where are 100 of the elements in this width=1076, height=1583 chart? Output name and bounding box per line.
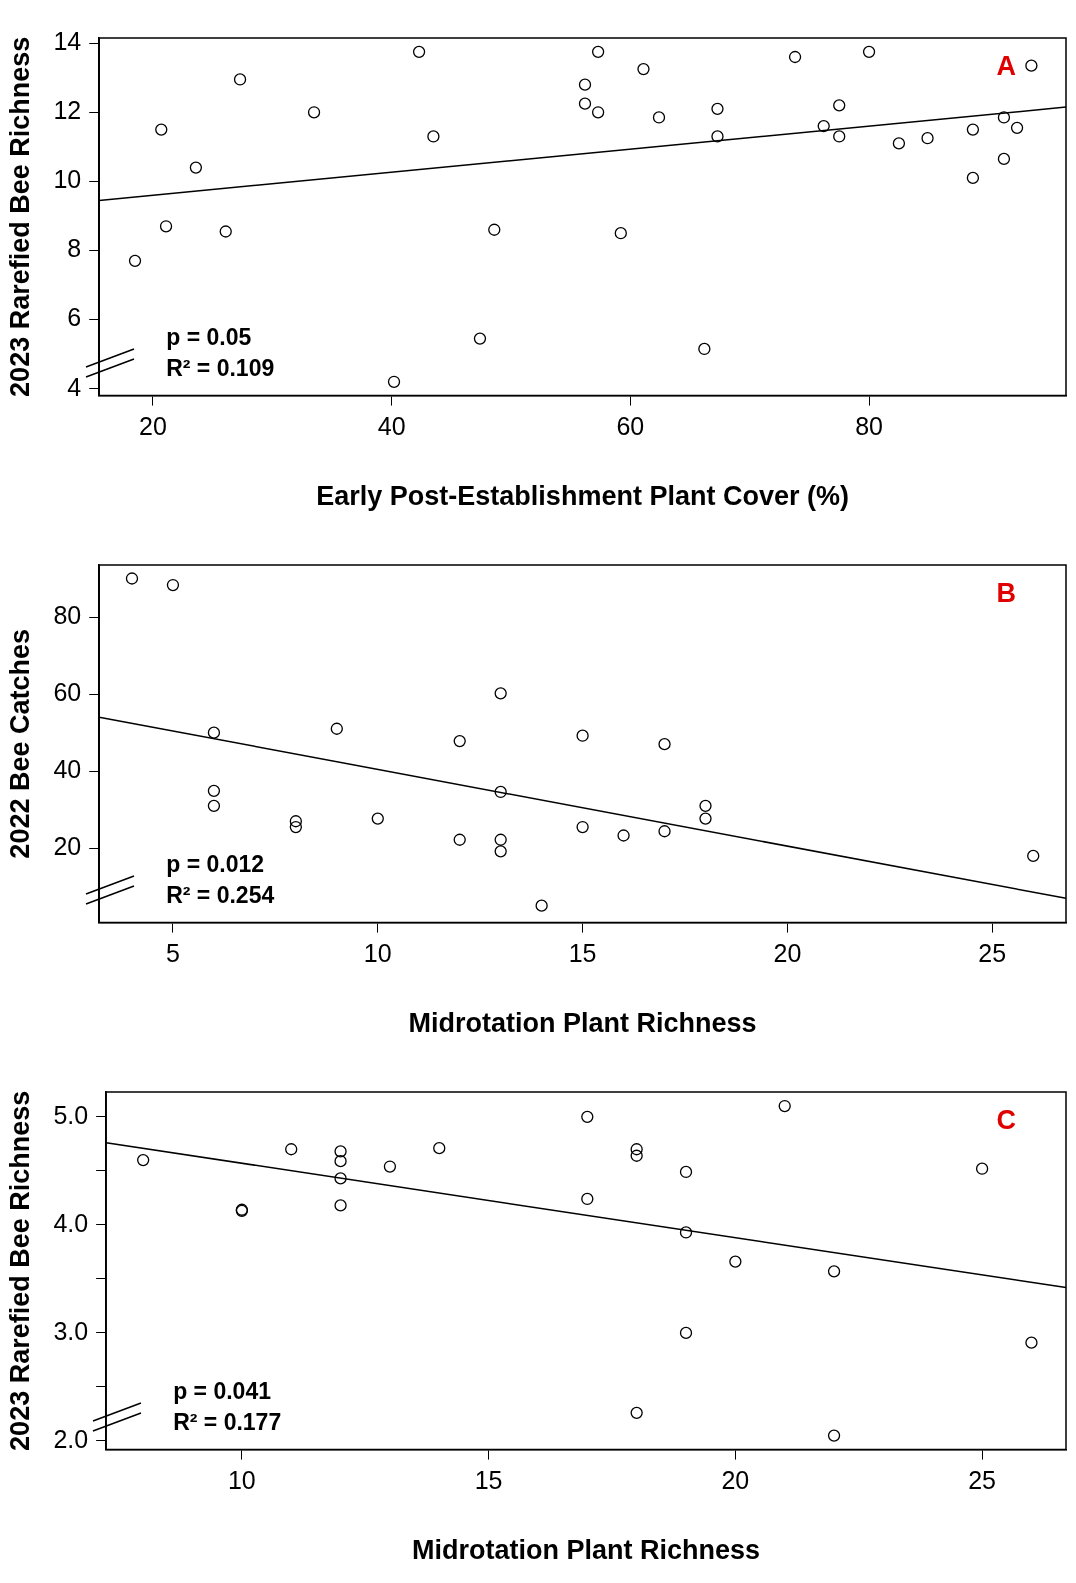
- point: [862, 45, 876, 58]
- x-tick-label: 15: [568, 939, 597, 968]
- point: [488, 223, 501, 236]
- y-tick-label: 60: [53, 677, 82, 706]
- x-tick-label: 25: [968, 1466, 997, 1495]
- point: [578, 97, 592, 110]
- x-tick-label: 80: [855, 412, 883, 441]
- point: [233, 73, 247, 86]
- x-axis-title: Early Post-Establishment Plant Cover (%): [316, 481, 849, 512]
- point: [189, 161, 203, 174]
- point: [658, 825, 671, 838]
- point: [778, 1099, 791, 1113]
- point: [679, 1326, 693, 1340]
- point: [576, 729, 589, 742]
- point: [1025, 1336, 1038, 1349]
- point: [966, 123, 980, 136]
- point: [997, 111, 1011, 124]
- point: [576, 820, 589, 834]
- point: [698, 342, 711, 356]
- point: [289, 815, 302, 828]
- point: [581, 1192, 594, 1206]
- point: [535, 899, 548, 912]
- point: [427, 130, 440, 143]
- point: [334, 1199, 347, 1212]
- point: [307, 106, 321, 119]
- annotation: p = 0.041: [173, 1377, 272, 1404]
- point: [334, 1145, 347, 1158]
- x-axis-title: Midrotation Plant Richness: [412, 1535, 761, 1566]
- point: [383, 1160, 397, 1173]
- point: [578, 78, 592, 91]
- point: [614, 227, 627, 240]
- annotation: R² = 0.254: [166, 881, 275, 908]
- y-axis-title: 2023 Rarefied Bee Richness: [4, 36, 35, 397]
- y-tick-label: 8: [67, 234, 82, 263]
- point: [128, 254, 142, 267]
- point: [892, 137, 906, 150]
- point: [617, 829, 630, 842]
- point: [289, 820, 302, 834]
- point: [387, 375, 401, 388]
- y-tick-label: 6: [67, 303, 82, 332]
- annotation: R² = 0.109: [166, 354, 275, 381]
- point: [207, 726, 221, 739]
- point: [997, 152, 1011, 166]
- point: [711, 130, 724, 143]
- point: [630, 1149, 643, 1162]
- x-tick-label: 10: [227, 1466, 256, 1495]
- point: [166, 578, 180, 592]
- annotation: B: [996, 578, 1016, 609]
- x-tick-label: 20: [773, 939, 802, 968]
- point: [473, 332, 487, 345]
- point: [155, 123, 168, 136]
- point: [219, 225, 232, 238]
- annotation: p = 0.012: [166, 850, 265, 877]
- y-tick-label: 40: [53, 755, 82, 784]
- point: [652, 111, 666, 124]
- point: [453, 833, 466, 846]
- y-tick-label: 14: [53, 27, 82, 56]
- x-tick-label: 15: [474, 1466, 503, 1495]
- y-axis-title: 2023 Rarefied Bee Richness: [4, 1090, 35, 1451]
- point: [729, 1255, 742, 1268]
- point: [412, 45, 426, 58]
- point: [711, 102, 724, 115]
- y-tick-label: 20: [53, 832, 82, 861]
- x-tick-label: 20: [721, 1466, 750, 1495]
- point: [658, 738, 671, 751]
- y-tick-label: 12: [53, 96, 82, 125]
- point: [159, 220, 173, 233]
- point: [494, 833, 507, 846]
- x-axis-title: Midrotation Plant Richness: [408, 1008, 757, 1039]
- point: [371, 812, 384, 825]
- point: [679, 1165, 693, 1179]
- y-tick-label: 5.0: [53, 1100, 89, 1129]
- point: [833, 130, 846, 143]
- point: [975, 1162, 989, 1175]
- point: [679, 1226, 693, 1239]
- annotation: R² = 0.177: [173, 1408, 282, 1435]
- x-tick-label: 25: [978, 939, 1007, 968]
- point: [817, 119, 830, 133]
- point: [494, 687, 507, 700]
- point: [453, 734, 466, 748]
- y-axis-title: 2022 Bee Catches: [4, 628, 35, 859]
- point: [966, 171, 980, 185]
- point: [699, 799, 712, 812]
- point: [827, 1429, 841, 1442]
- point: [630, 1406, 643, 1420]
- x-tick-label: 40: [377, 412, 406, 441]
- y-tick-label: 4.0: [53, 1208, 89, 1237]
- y-tick-label: 4: [67, 372, 82, 401]
- point: [330, 722, 343, 735]
- point: [494, 785, 507, 799]
- y-tick-label: 3.0: [53, 1316, 89, 1345]
- point: [207, 784, 221, 797]
- point: [833, 99, 846, 112]
- annotation: C: [996, 1105, 1016, 1136]
- x-tick-label: 10: [363, 939, 392, 968]
- x-tick-label: 20: [139, 412, 167, 441]
- point: [637, 62, 650, 76]
- point: [285, 1143, 298, 1156]
- point: [334, 1154, 347, 1168]
- point: [591, 45, 605, 58]
